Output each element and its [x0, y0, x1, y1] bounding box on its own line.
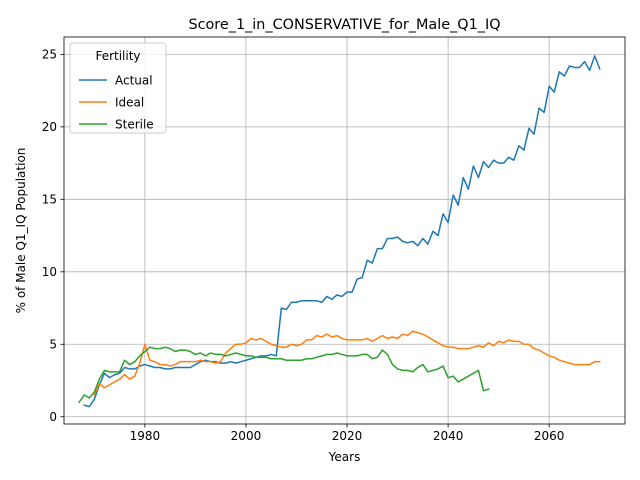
y-tick-label: 10 — [42, 265, 57, 279]
x-tick-label: 1980 — [130, 429, 161, 443]
legend-label-actual: Actual — [115, 73, 153, 87]
y-axis: 0 5 10 15 20 25 — [42, 48, 64, 424]
y-tick-label: 15 — [42, 193, 57, 207]
y-tick-label: 0 — [49, 410, 57, 424]
series-lines — [78, 55, 601, 408]
series-line-sterile — [78, 346, 490, 404]
chart-title: Score_1_in_CONSERVATIVE_for_Male_Q1_IQ — [188, 17, 500, 33]
y-tick-label: 20 — [42, 120, 57, 134]
series-line-actual — [83, 55, 601, 408]
plot-frame — [63, 36, 626, 425]
legend: Fertility Actual Ideal Sterile — [69, 42, 167, 134]
y-axis-label: % of Male Q1_IQ Population — [14, 148, 28, 314]
legend-label-sterile: Sterile — [115, 117, 154, 131]
grid-lines — [64, 37, 625, 424]
legend-box — [69, 42, 167, 134]
x-tick-label: 2000 — [231, 429, 262, 443]
x-axis-label: Years — [328, 450, 361, 464]
legend-title: Fertility — [95, 49, 140, 63]
y-tick-label: 25 — [42, 48, 57, 62]
x-axis: 1980 2000 2020 2040 2060 — [130, 424, 565, 443]
legend-label-ideal: Ideal — [115, 95, 144, 109]
x-tick-label: 2040 — [433, 429, 464, 443]
x-tick-label: 2060 — [534, 429, 565, 443]
y-tick-label: 5 — [49, 338, 57, 352]
series-line-ideal — [93, 330, 601, 396]
x-tick-label: 2020 — [332, 429, 363, 443]
